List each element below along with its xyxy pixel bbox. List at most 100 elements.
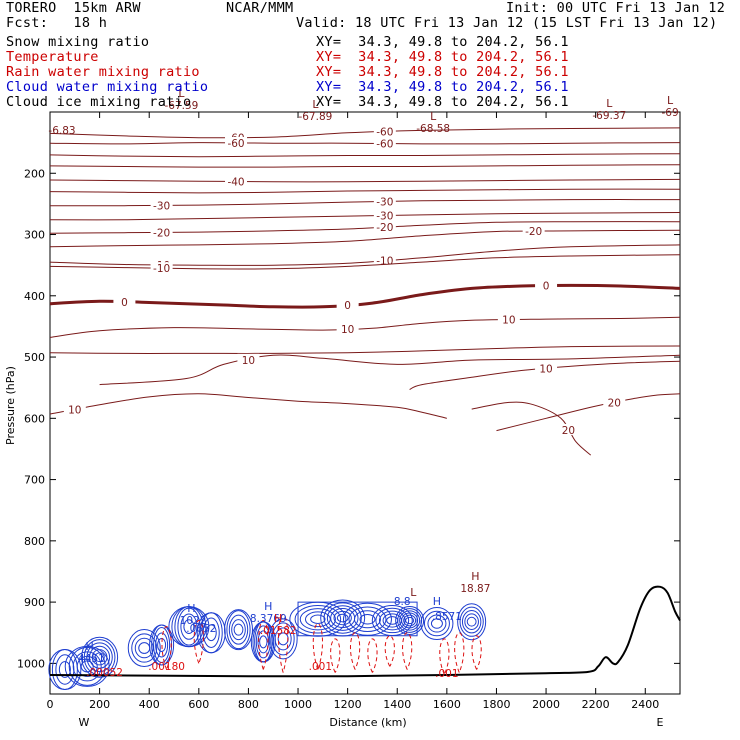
- cloud-water-extremum-value: 8.3769: [250, 613, 287, 625]
- cloud-water-layer: [48, 599, 487, 690]
- cloud-water-contour: [294, 604, 342, 634]
- rain-water-contour: [402, 632, 413, 670]
- cloud-water-contour: [459, 606, 484, 637]
- rain-water-extremum-value: .00052: [86, 667, 123, 679]
- isotherm-label-bg: [535, 362, 558, 374]
- temperature-extremum-mark: H: [471, 570, 479, 583]
- east-label: E: [657, 716, 664, 729]
- temperature-extremum-value: -69: [662, 107, 679, 119]
- cloud-water-contour: [86, 642, 113, 673]
- isotherm-line: [99, 354, 681, 386]
- terrain-line: [49, 585, 681, 678]
- cloud-water-contour: [259, 635, 268, 649]
- isotherm-label-bg: [225, 136, 248, 148]
- center-title: NCAR/MMM: [226, 0, 294, 16]
- cloud-water-contour: [94, 652, 105, 663]
- cloud-water-contour: [466, 616, 477, 627]
- x-tick-label: 400: [139, 698, 160, 711]
- isotherm-label: 10: [341, 324, 354, 336]
- field-label-temperature: Temperature: [6, 49, 99, 65]
- cloud-water-contour: [333, 610, 352, 626]
- field-xy-rain: XY= 34.3, 49.8 to 204.2, 56.1: [316, 64, 569, 80]
- field-label-cloud-ice: Cloud ice mixing ratio: [6, 94, 192, 110]
- isotherm-line: [49, 199, 681, 207]
- terrain-layer: [49, 585, 681, 678]
- isotherm-label-bg: [373, 221, 396, 233]
- temperature-extremum-value: -68.58: [416, 123, 450, 135]
- isotherm-line: [49, 316, 681, 338]
- cloud-water-extremum-mark: H: [86, 640, 94, 653]
- cloud-water-contour: [255, 625, 271, 659]
- isotherm-label-bg: [373, 195, 396, 207]
- x-tick-label: 0: [47, 698, 54, 711]
- isotherm-line: [49, 127, 681, 139]
- isotherm-label: -10: [153, 263, 170, 275]
- cloud-water-contour: [224, 609, 254, 651]
- isotherm-line: [49, 345, 681, 354]
- temperature-extremum-mark: L: [410, 586, 417, 599]
- isotherm-label-bg: [373, 125, 396, 137]
- isotherm-line: [49, 212, 681, 221]
- cloud-water-contour: [403, 614, 417, 627]
- cloud-water-extremum-value: .0652: [186, 623, 216, 635]
- cloud-water-contour: [464, 613, 479, 631]
- isotherm-label: -20: [525, 226, 542, 238]
- rain-water-contour: [454, 632, 465, 673]
- cloud-water-contour: [183, 619, 195, 634]
- temperature-extremum-mark: L: [667, 94, 674, 107]
- isotherm-label-bg: [373, 254, 396, 266]
- isotherm-line: [49, 221, 681, 234]
- isotherm-label: -10: [376, 256, 393, 268]
- plot-frame: [49, 111, 681, 695]
- cloud-water-contour: [226, 610, 251, 650]
- cloud-water-extremum-value: .8571: [432, 611, 462, 623]
- cloud-water-contour: [196, 612, 226, 654]
- field-xy-cloud-water: XY= 34.3, 49.8 to 204.2, 56.1: [316, 79, 569, 95]
- isotherm-line: [471, 401, 592, 456]
- cloud-water-contour: [378, 610, 406, 631]
- field-label-cloud-water: Cloud water mixing ratio: [6, 79, 209, 95]
- valid-time: Valid: 18 UTC Fri 13 Jan 12 (15 LST Fri …: [296, 15, 718, 31]
- cloud-water-contour: [405, 616, 415, 625]
- isotherm-label-bg: [522, 225, 545, 237]
- isotherm-label: 0: [344, 300, 351, 312]
- temperature-extremum-mark: L: [178, 87, 185, 100]
- isotherm-line: [49, 164, 681, 168]
- cloud-water-contour: [399, 610, 421, 631]
- cloud-water-contour: [310, 614, 326, 624]
- cloud-water-contour: [401, 612, 419, 629]
- isotherm-label: 0: [121, 297, 128, 309]
- cloud-water-contour: [427, 614, 447, 633]
- cloud-water-contour: [180, 613, 198, 640]
- y-tick-label: 300: [24, 229, 45, 242]
- cloud-water-contour: [127, 629, 161, 668]
- x-tick-label: 600: [188, 698, 209, 711]
- isotherm-line: [49, 393, 448, 419]
- cloud-water-contour: [304, 611, 331, 628]
- temperature-extremum-value: -69.37: [592, 110, 626, 122]
- field-xy-cloud-ice: XY= 34.3, 49.8 to 204.2, 56.1: [316, 94, 569, 110]
- isotherm-label-bg: [237, 353, 260, 365]
- model-title: TORERO 15km ARW: [6, 0, 141, 16]
- isotherm-line: [49, 188, 681, 194]
- cloud-water-contour: [233, 623, 244, 636]
- isotherm-label: -60: [376, 139, 393, 151]
- cloud-water-contour: [72, 651, 102, 682]
- temperature-extremum-value: 18.87: [460, 583, 490, 595]
- rain-water-extremum-value: .01582: [260, 625, 297, 637]
- cloud-water-extremum-mark: H: [187, 602, 195, 615]
- cloud-water-contour: [299, 608, 336, 631]
- rain-water-extremum-value: .00180: [148, 661, 185, 673]
- cloud-water-contour: [395, 605, 425, 635]
- cloud-water-contour: [153, 626, 171, 663]
- isotherm-label: -20: [153, 227, 170, 239]
- x-tick-label: 800: [238, 698, 259, 711]
- isotherm-line: [49, 153, 681, 158]
- isotherm-label: 0: [543, 281, 550, 293]
- cloud-water-contour: [268, 618, 298, 660]
- isotherm-label-bg: [336, 323, 359, 335]
- field-label-snow: Snow mixing ratio: [6, 34, 150, 50]
- x-tick-label: 2000: [532, 698, 560, 711]
- y-tick-label: 200: [24, 167, 45, 180]
